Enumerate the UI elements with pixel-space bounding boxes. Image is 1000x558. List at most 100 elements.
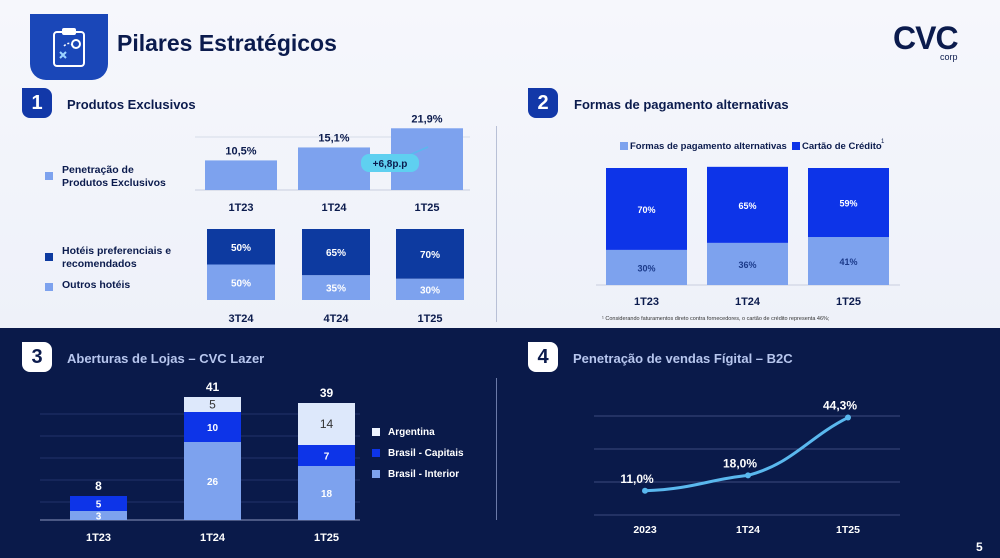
pag-bar-1T23-1 — [606, 168, 687, 250]
loj-label-1T25-1: 7 — [324, 452, 330, 463]
loj-bar-1T25-2 — [298, 403, 355, 445]
hot-bar-3T24-1 — [207, 229, 275, 265]
pen-bar-1T23 — [205, 160, 277, 190]
legend-penetracao-swatch — [45, 172, 53, 180]
hot-bar-3T24-0 — [207, 264, 275, 300]
loj-label-1T23-1: 5 — [96, 500, 102, 511]
loj-total-1T25: 39 — [320, 386, 334, 400]
fig-value-label-1T25: 44,3% — [823, 399, 857, 413]
fig-line-series — [644, 416, 849, 493]
fig-tick-2023: 2023 — [633, 524, 657, 536]
pen-value-label-1T24: 15,1% — [318, 132, 349, 144]
section-3-title: Aberturas de Lojas – CVC Lazer — [67, 351, 265, 366]
cvc-logo-sub: corp — [940, 52, 958, 62]
hot-label-4T24-1: 65% — [326, 248, 346, 259]
hot-label-3T24-1: 50% — [231, 243, 251, 254]
cvc-logo: CVC — [893, 20, 959, 56]
hot-label-1T25-1: 70% — [420, 250, 440, 261]
pag-bar-1T23-0 — [606, 249, 687, 285]
pag-label-1T25-1: 59% — [839, 199, 857, 209]
loj-total-1T23: 8 — [95, 479, 102, 493]
hot-bar-1T25-1 — [396, 229, 464, 279]
top-divider — [496, 126, 497, 322]
bottom-divider — [496, 378, 497, 520]
pen-value-label-1T25: 21,9% — [411, 113, 442, 125]
loj-bar-1T25-1 — [298, 445, 355, 466]
pag-label-1T23-1: 70% — [637, 205, 655, 215]
loj-tick-1T23: 1T23 — [86, 532, 111, 544]
legend-interior-swatch — [372, 470, 380, 478]
legend-capitais: Brasil - Capitais — [388, 448, 464, 459]
section-1-number: 1 — [22, 88, 52, 118]
fig-point-2023 — [642, 487, 648, 494]
pen-annotation-pill — [361, 154, 419, 172]
pag-label-1T23-0: 30% — [637, 263, 655, 273]
loj-tick-1T24: 1T24 — [200, 532, 226, 544]
hot-tick-3T24: 3T24 — [228, 313, 254, 325]
pag-bar-1T25-0 — [808, 237, 889, 285]
section-4-number: 4 — [528, 342, 558, 372]
section-1-title: Produtos Exclusivos — [67, 97, 196, 112]
hot-tick-4T24: 4T24 — [323, 313, 349, 325]
legend-formas: Formas de pagamento alternativas — [630, 141, 787, 152]
hot-bar-4T24-0 — [302, 275, 370, 300]
hot-label-1T25-0: 30% — [420, 285, 440, 296]
hot-bar-1T25-0 — [396, 278, 464, 300]
legend-penetracao: Penetração de Produtos Exclusivos — [62, 164, 166, 189]
pen-value-label-1T23: 10,5% — [225, 145, 256, 157]
loj-label-1T24-1: 10 — [207, 423, 219, 434]
footnote: ¹ Considerando faturamentos direto contr… — [602, 316, 830, 322]
pag-tick-1T25: 1T25 — [836, 296, 861, 308]
fig-value-label-2023: 11,0% — [620, 472, 654, 486]
page-number: 5 — [976, 540, 983, 554]
chart-hoteis: 50% 50% 3T24 35% 65% 4T24 30% 70% 1T25 — [207, 229, 464, 325]
legend-interior: Brasil - Interior — [388, 469, 460, 480]
section-2-title: Formas de pagamento alternativas — [574, 97, 789, 112]
loj-label-1T25-2: 14 — [320, 417, 334, 431]
legend-cartao: Cartão de Crédito — [802, 141, 882, 152]
loj-bar-1T24-1 — [184, 412, 241, 442]
strategy-board-icon — [53, 28, 85, 67]
hot-label-4T24-0: 35% — [326, 284, 346, 295]
fig-tick-1T24: 1T24 — [736, 524, 760, 536]
pag-bar-1T24-0 — [707, 242, 788, 285]
loj-label-1T24-0: 26 — [207, 477, 219, 488]
section-2-number: 2 — [528, 88, 558, 118]
chart-figital: 11,0% 2023 18,0% 1T24 44,3% 1T25 — [594, 399, 900, 536]
pen-tick-1T23: 1T23 — [228, 202, 253, 214]
header-icon-box — [30, 14, 108, 80]
loj-label-1T23-0: 3 — [96, 512, 102, 523]
legend-cartao-swatch — [792, 142, 800, 150]
pag-bar-1T25-1 — [808, 168, 889, 238]
hot-bar-4T24-1 — [302, 229, 370, 276]
page-title: Pilares Estratégicos — [117, 30, 337, 56]
legend-hoteis-pref-swatch — [45, 253, 53, 261]
chart-penetracao: 10,5% 1T23 15,1% 1T24 21,9% 1T25 +6,8p.p — [195, 113, 470, 214]
section-4-title: Penetração de vendas Fígital – B2C — [573, 351, 793, 366]
loj-label-1T24-2: 5 — [209, 398, 216, 412]
hot-tick-1T25: 1T25 — [417, 313, 442, 325]
pag-label-1T25-0: 41% — [839, 257, 857, 267]
hot-label-3T24-0: 50% — [231, 278, 251, 289]
pag-bar-1T24-1 — [707, 166, 788, 243]
fig-tick-1T25: 1T25 — [836, 524, 860, 536]
fig-point-1T24 — [745, 472, 751, 479]
fig-value-label-1T24: 18,0% — [723, 456, 757, 470]
loj-bar-1T24-0 — [184, 442, 241, 520]
legend-outros-swatch — [45, 283, 53, 291]
legend-cartao-superscript: 1 — [881, 139, 885, 145]
pen-tick-1T25: 1T25 — [414, 202, 439, 214]
loj-bar-1T23-1 — [70, 496, 127, 511]
pen-annotation: +6,8p.p — [373, 159, 408, 170]
pag-label-1T24-0: 36% — [738, 260, 756, 270]
legend-argentina: Argentina — [388, 427, 435, 438]
legend-hoteis-pref: Hotéis preferenciais e recomendados — [62, 245, 172, 270]
legend-outros: Outros hotéis — [62, 279, 131, 291]
loj-total-1T24: 41 — [206, 380, 220, 394]
loj-bar-1T25-0 — [298, 466, 355, 520]
pen-bar-1T24 — [298, 147, 370, 190]
fig-point-1T25 — [845, 414, 851, 421]
legend-formas-swatch — [620, 142, 628, 150]
loj-bar-1T23-0 — [70, 511, 127, 520]
